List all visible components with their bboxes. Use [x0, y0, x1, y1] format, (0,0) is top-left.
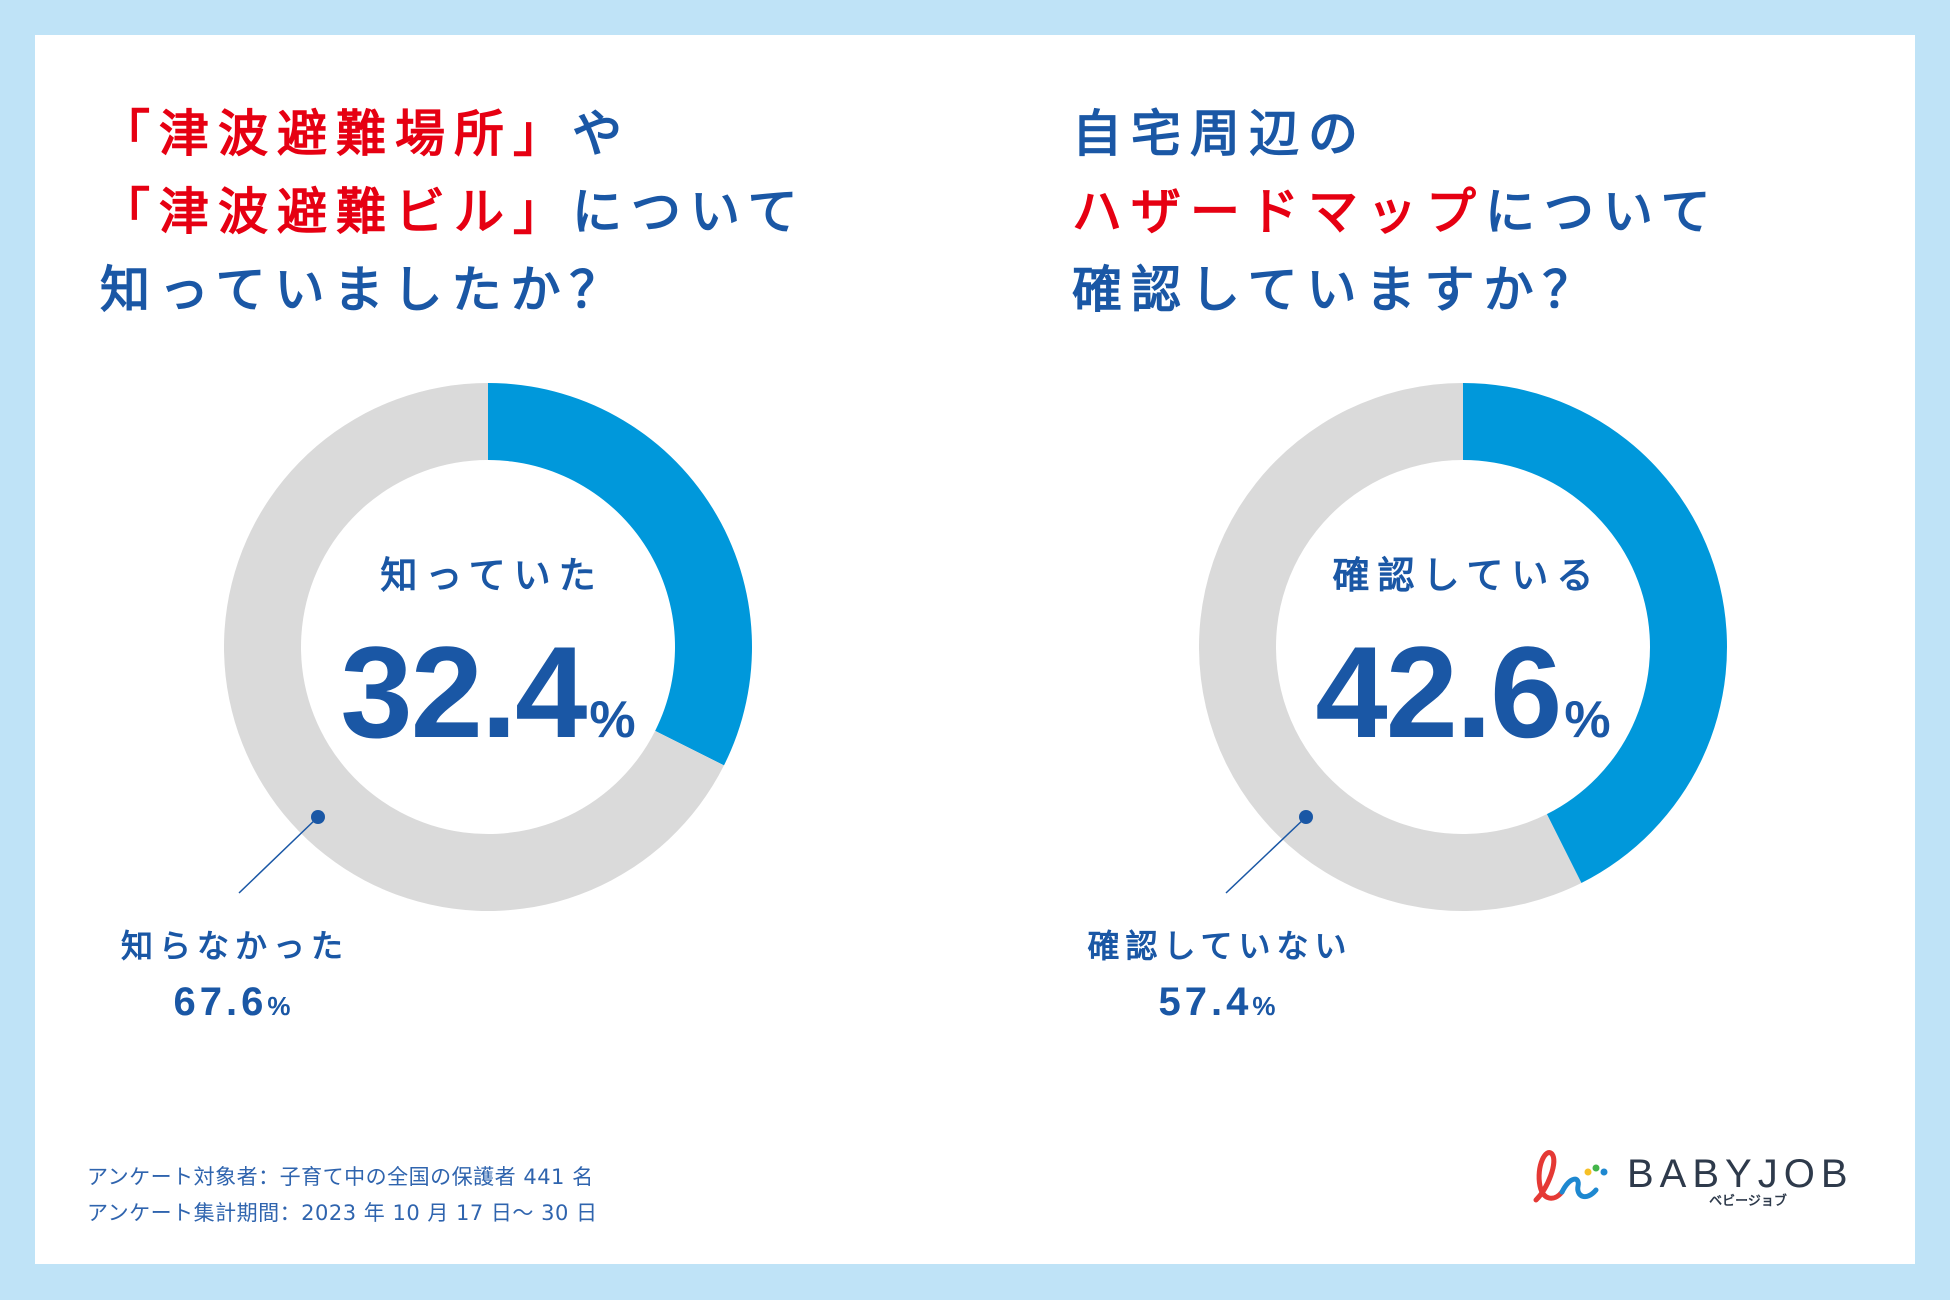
unit-percent: %: [589, 691, 636, 749]
center-value-checked: 42.6%: [1199, 627, 1727, 785]
left-question-line-2: 「津波避難ビル」について: [100, 173, 807, 251]
donut-segment-not-checked: [1199, 383, 1582, 911]
donut-segment-checked: [1463, 383, 1727, 883]
donut-segment-did-not-know: [223, 383, 724, 911]
left-question-line-1: 「津波避難場所」や: [100, 95, 807, 173]
footer-survey-target: アンケート対象者：子育て中の全国の保護者 441 名: [87, 1165, 594, 1189]
content-panel: [35, 35, 1915, 1264]
donut-svg-hazard-map-check: [1199, 383, 1727, 911]
leader-line-did-not-know: [238, 816, 319, 894]
donut-chart-hazard-map-check: 確認している 42.6%: [1199, 383, 1727, 911]
left-question-text-about: について: [572, 183, 807, 241]
value-knew: 32.4: [340, 619, 587, 765]
unit-percent: %: [1564, 691, 1611, 749]
left-question-text-did-you-know: 知っていましたか？: [100, 261, 629, 319]
right-question-line-1: 自宅周辺の: [1072, 95, 1720, 173]
right-question-title: 自宅周辺の ハザードマップについて 確認していますか？: [1072, 95, 1720, 329]
left-question-text-ya: や: [572, 105, 631, 163]
right-question-text-home-area: 自宅周辺の: [1072, 105, 1367, 163]
donut-chart-evacuation-awareness: 知っていた 32.4%: [223, 383, 752, 911]
leader-dot-did-not-know: [311, 810, 325, 824]
unit-percent: %: [1252, 991, 1276, 1021]
right-question-text-about: について: [1485, 183, 1720, 241]
babyjob-logo-icon: [1533, 1150, 1608, 1203]
value-not-checked: 57.4: [1158, 980, 1253, 1024]
value-checked: 42.6: [1315, 619, 1562, 765]
leader-line-not-checked: [1225, 816, 1307, 894]
outer-label-did-not-know: 知らなかった: [120, 927, 349, 965]
footer-survey-period: アンケート集計期間：2023 年 10 月 17 日～ 30 日: [87, 1201, 598, 1225]
logo-kana: ベビージョブ: [1709, 1194, 1787, 1209]
value-did-not-know: 67.6: [173, 980, 268, 1024]
left-question-title: 「津波避難場所」や 「津波避難ビル」について 知っていましたか？: [100, 95, 807, 329]
right-question-line-2: ハザードマップについて: [1072, 173, 1720, 251]
unit-percent: %: [267, 991, 291, 1021]
center-label-knew: 知っていた: [380, 554, 604, 597]
left-question-line-3: 知っていましたか？: [100, 251, 807, 329]
donut-segment-knew: [488, 383, 752, 766]
center-label-checked: 確認している: [1332, 554, 1602, 597]
left-question-emphasis-evacuation-site: 「津波避難場所」: [100, 105, 572, 163]
outer-label-not-checked: 確認していない: [1087, 927, 1353, 965]
outer-value-not-checked: 57.4%: [1057, 981, 1377, 1027]
left-question-emphasis-evacuation-building: 「津波避難ビル」: [100, 183, 572, 241]
donut-svg-evacuation-awareness: [223, 383, 752, 911]
center-value-knew: 32.4%: [224, 627, 752, 785]
right-question-text-have-you-checked: 確認していますか？: [1072, 261, 1602, 319]
outer-value-did-not-know: 67.6%: [72, 981, 392, 1027]
right-question-emphasis-hazard-map: ハザードマップ: [1072, 183, 1485, 241]
logo-wordmark: BABYJOB: [1627, 1152, 1854, 1196]
leader-dot-not-checked: [1299, 810, 1313, 824]
right-question-line-3: 確認していますか？: [1072, 251, 1720, 329]
